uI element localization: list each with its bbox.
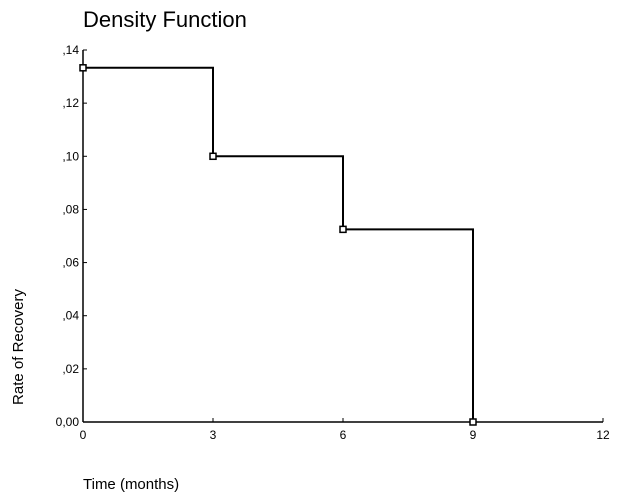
x-tick-label: 3 <box>210 428 217 442</box>
x-axis-title: Time (months) <box>83 476 179 493</box>
data-point <box>79 64 87 72</box>
series-line <box>83 66 474 422</box>
x-tick-label: 9 <box>470 428 477 442</box>
y-tick-label: ,02 <box>62 362 79 376</box>
x-tick-label: 0 <box>80 428 87 442</box>
y-tick-label: ,12 <box>62 96 79 110</box>
plot-area: 0,00 ,02 ,04 ,06 ,08 ,10 ,12 ,14 0 3 6 9 12 <box>56 43 610 442</box>
y-tick-label: ,08 <box>62 202 79 216</box>
data-point <box>209 152 217 161</box>
y-tick-label: ,10 <box>62 149 79 163</box>
data-point <box>339 225 347 234</box>
x-tick-label: 6 <box>340 428 347 442</box>
y-tick-label: ,14 <box>62 43 79 57</box>
y-axis-title-group: Rate of Recovery <box>10 289 27 405</box>
y-tick-label: 0,00 <box>56 415 80 429</box>
x-tick-label: 12 <box>596 428 610 442</box>
chart-title: Density Function <box>83 7 247 32</box>
y-tick-label: ,06 <box>62 256 79 270</box>
data-point <box>469 418 477 426</box>
y-axis-title: Rate of Recovery <box>10 289 27 405</box>
y-tick-label: ,04 <box>62 309 79 323</box>
